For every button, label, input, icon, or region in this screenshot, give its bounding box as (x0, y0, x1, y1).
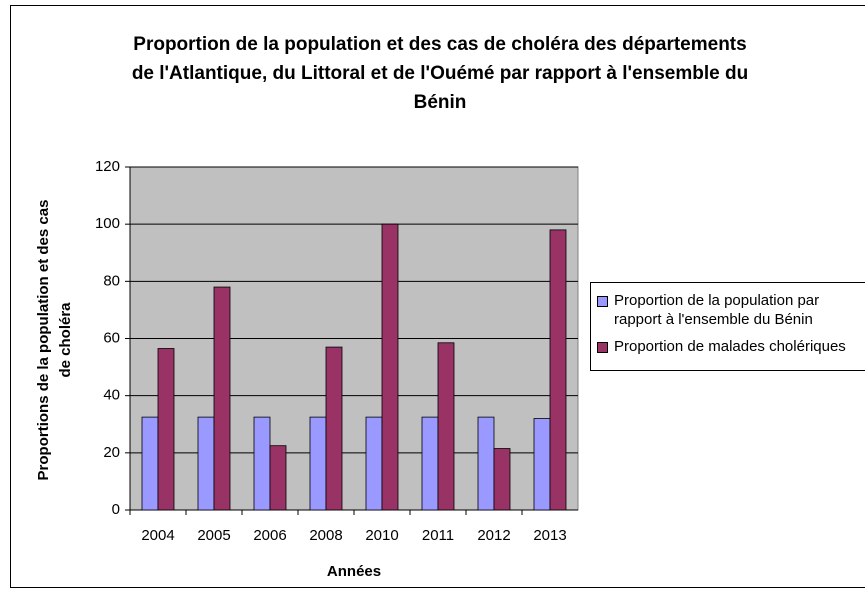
legend: Proportion de la population par rapport … (590, 282, 865, 371)
y-tick-label: 100 (95, 215, 120, 232)
y-axis-title: Proportions de la population et des cas … (35, 199, 74, 481)
bar (533, 418, 551, 511)
x-tick-label: 2013 (533, 527, 566, 544)
x-tick-label: 2012 (477, 527, 510, 544)
x-tick-label: 2008 (309, 527, 342, 544)
legend-swatch (597, 342, 608, 353)
bar (141, 416, 159, 511)
bar (157, 348, 175, 511)
x-tick-label: 2006 (253, 527, 286, 544)
y-tick-label: 0 (112, 501, 120, 518)
bar (477, 416, 495, 511)
legend-item: Proportion de malades cholériques (597, 337, 865, 356)
x-tick-label: 2010 (365, 527, 398, 544)
bar (253, 416, 271, 511)
legend-item: Proportion de la population par rapport … (597, 291, 865, 329)
bar (197, 416, 215, 511)
bar (325, 346, 343, 511)
bar (549, 229, 567, 511)
bar (493, 448, 511, 511)
y-tick-label: 40 (103, 387, 120, 404)
chart-title: Proportion de la population et des cas d… (131, 34, 749, 113)
bar (309, 416, 327, 511)
legend-label: Proportion de malades cholériques (614, 338, 846, 355)
x-tick-label: 2005 (197, 527, 230, 544)
y-tick-label: 80 (103, 272, 120, 289)
bar (269, 445, 287, 511)
bar (437, 342, 455, 511)
bar (381, 223, 399, 511)
legend-swatch (597, 296, 608, 307)
x-tick-label: 2011 (422, 527, 454, 544)
y-tick-label: 20 (103, 444, 120, 461)
chart-frame (10, 5, 865, 588)
y-tick-label: 120 (95, 158, 120, 175)
bar (365, 416, 383, 511)
bar (213, 286, 231, 511)
y-tick-label: 60 (103, 329, 120, 346)
bar (421, 416, 439, 511)
legend-label: Proportion de la population par rapport … (614, 292, 820, 328)
x-tick-label: 2004 (141, 527, 174, 544)
x-axis-title: Années (327, 563, 381, 580)
